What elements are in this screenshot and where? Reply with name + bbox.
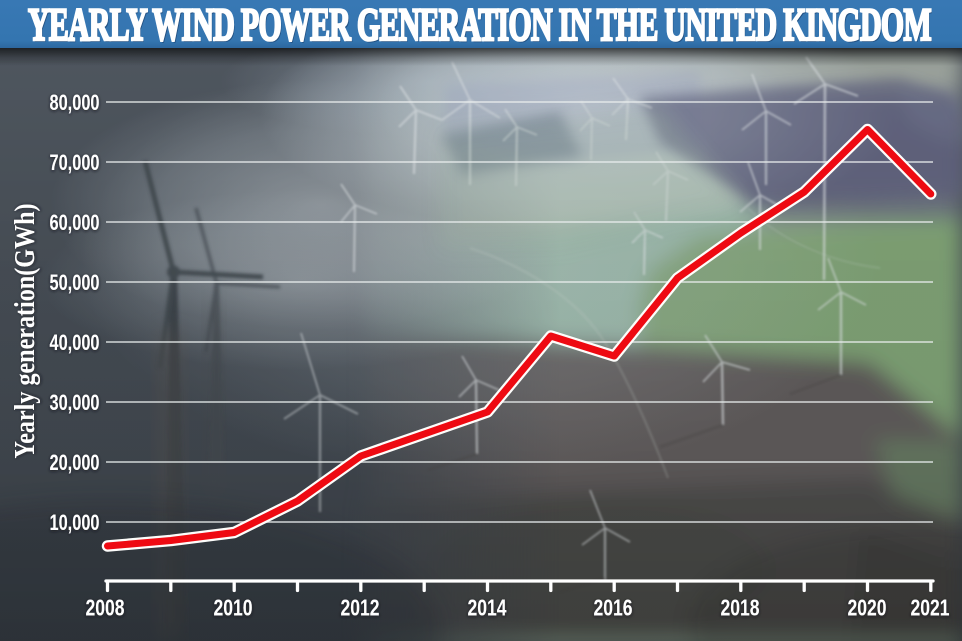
svg-text:20,000: 20,000 (50, 450, 100, 475)
svg-text:2020: 2020 (848, 595, 887, 621)
svg-text:2012: 2012 (341, 595, 380, 621)
svg-text:50,000: 50,000 (50, 270, 100, 295)
svg-text:30,000: 30,000 (50, 390, 100, 415)
svg-text:10,000: 10,000 (50, 510, 100, 535)
svg-text:40,000: 40,000 (50, 330, 100, 355)
svg-text:70,000: 70,000 (50, 150, 100, 175)
svg-text:2008: 2008 (86, 595, 125, 621)
svg-text:2016: 2016 (594, 595, 633, 621)
svg-text:2014: 2014 (468, 595, 507, 621)
svg-text:80,000: 80,000 (50, 90, 100, 115)
svg-text:2018: 2018 (721, 595, 760, 621)
svg-text:60,000: 60,000 (50, 210, 100, 235)
svg-text:Yearly generation(GWh): Yearly generation(GWh) (9, 204, 41, 459)
svg-text:2021: 2021 (911, 595, 950, 621)
svg-text:2010: 2010 (214, 595, 253, 621)
